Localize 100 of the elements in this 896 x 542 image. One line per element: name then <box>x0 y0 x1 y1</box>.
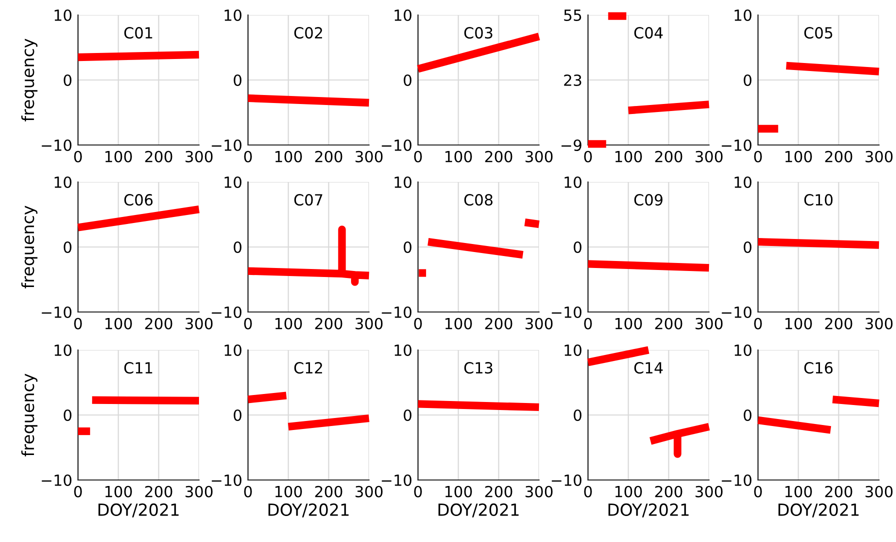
y-tick-label: 0 <box>404 409 412 422</box>
x-tick-label: 300 <box>696 486 723 498</box>
x-tick-label: 200 <box>655 486 682 498</box>
x-axis-title: DOY/2021 <box>608 503 689 518</box>
x-tick-label: 300 <box>186 318 213 330</box>
y-tick-label: 10 <box>54 176 72 188</box>
x-tick-label: 300 <box>186 150 213 162</box>
y-tick-label: −10 <box>212 474 242 486</box>
y-tick-label: 10 <box>224 176 242 188</box>
y-tick-label: −10 <box>42 139 72 152</box>
y-tick-label: 10 <box>394 9 412 22</box>
y-tick-label: 10 <box>734 9 752 22</box>
y-tick-label: 0 <box>744 241 752 254</box>
text: C01 <box>124 27 152 39</box>
x-tick-label: 200 <box>825 318 852 330</box>
x-tick-label: 100 <box>785 150 812 162</box>
x-tick-label: 300 <box>696 318 723 330</box>
y-tick-label: 55 <box>564 10 582 22</box>
y-axis-title: frequency <box>21 38 38 122</box>
y-tick-label: −10 <box>722 139 752 152</box>
text: C08 <box>464 194 493 206</box>
y-tick-label: −10 <box>42 306 72 318</box>
x-tick-label: 200 <box>485 486 512 498</box>
x-tick-label: 300 <box>866 150 893 162</box>
x-axis-title: DOY/2021 <box>778 503 859 518</box>
x-tick-label: 0 <box>74 318 82 330</box>
x-tick-label: 200 <box>655 318 682 330</box>
text: C09 <box>634 194 662 206</box>
x-tick-label: 100 <box>275 150 302 162</box>
text: C03 <box>464 27 492 39</box>
x-tick-label: 0 <box>244 318 252 330</box>
y-tick-label: 10 <box>394 176 412 188</box>
x-tick-label: 200 <box>145 150 172 162</box>
x-tick-label: 200 <box>825 486 852 498</box>
x-tick-label: 0 <box>414 150 422 162</box>
x-tick-label: 0 <box>244 150 252 162</box>
x-tick-label: 200 <box>145 486 172 498</box>
y-tick-label: −10 <box>382 306 412 318</box>
y-tick-label: −10 <box>212 139 242 152</box>
x-tick-label: 300 <box>526 318 553 330</box>
y-axis-title: frequency <box>21 374 38 456</box>
x-tick-label: 100 <box>785 318 812 330</box>
y-tick-label: 0 <box>64 241 72 254</box>
x-tick-label: 300 <box>696 150 723 162</box>
x-tick-label: 300 <box>356 150 383 162</box>
y-tick-label: 0 <box>64 74 72 86</box>
x-tick-label: 0 <box>244 486 252 498</box>
x-tick-label: 100 <box>105 150 132 162</box>
x-tick-label: 200 <box>485 318 512 330</box>
x-tick-label: 100 <box>615 486 642 498</box>
x-tick-label: 0 <box>584 318 592 330</box>
y-axis-title: frequency <box>21 206 38 288</box>
y-tick-label: 0 <box>404 74 412 86</box>
y-tick-label: 10 <box>564 344 582 356</box>
text: C04 <box>634 27 663 39</box>
x-tick-label: 100 <box>105 486 132 498</box>
x-tick-label: 100 <box>445 486 472 498</box>
x-tick-label: 100 <box>445 318 472 330</box>
x-tick-label: 100 <box>445 150 472 162</box>
y-tick-label: 0 <box>234 241 242 254</box>
x-tick-label: 200 <box>655 150 682 162</box>
x-tick-label: 100 <box>275 318 302 330</box>
x-tick-label: 100 <box>785 486 812 498</box>
text: C07 <box>294 194 322 206</box>
x-tick-label: 0 <box>754 150 762 162</box>
x-tick-label: 200 <box>145 318 172 330</box>
y-tick-label: −10 <box>212 306 242 318</box>
x-tick-label: 300 <box>866 318 893 330</box>
y-tick-label: 10 <box>224 9 242 22</box>
x-tick-label: 0 <box>754 486 762 498</box>
y-tick-label: 0 <box>234 409 242 422</box>
x-tick-label: 0 <box>74 150 82 162</box>
x-axis-title: DOY/2021 <box>98 503 179 518</box>
x-tick-label: 100 <box>275 486 302 498</box>
y-tick-label: 10 <box>394 344 412 356</box>
x-tick-label: 200 <box>315 486 342 498</box>
y-tick-label: −10 <box>722 474 752 486</box>
y-tick-label: −10 <box>552 474 582 486</box>
x-tick-label: 300 <box>356 318 383 330</box>
y-tick-label: 0 <box>744 409 752 422</box>
text: C13 <box>464 362 492 374</box>
text: C14 <box>634 362 663 374</box>
text: C16 <box>804 362 833 374</box>
x-tick-label: 300 <box>866 486 893 498</box>
y-tick-label: 0 <box>744 74 752 86</box>
x-axis-title: DOY/2021 <box>268 503 349 518</box>
x-tick-label: 200 <box>315 318 342 330</box>
y-tick-label: −10 <box>722 306 752 318</box>
y-tick-label: 0 <box>234 74 242 86</box>
y-tick-label: −10 <box>382 139 412 152</box>
x-tick-label: 300 <box>186 486 213 498</box>
y-tick-label: 23 <box>564 74 582 86</box>
text: C12 <box>294 362 322 374</box>
x-tick-label: 200 <box>825 150 852 162</box>
text: C02 <box>294 27 322 39</box>
y-tick-label: 10 <box>54 344 72 356</box>
x-tick-label: 300 <box>356 486 383 498</box>
y-tick-label: −9 <box>562 139 582 152</box>
y-tick-label: 10 <box>224 344 242 356</box>
text: C11 <box>124 362 152 374</box>
